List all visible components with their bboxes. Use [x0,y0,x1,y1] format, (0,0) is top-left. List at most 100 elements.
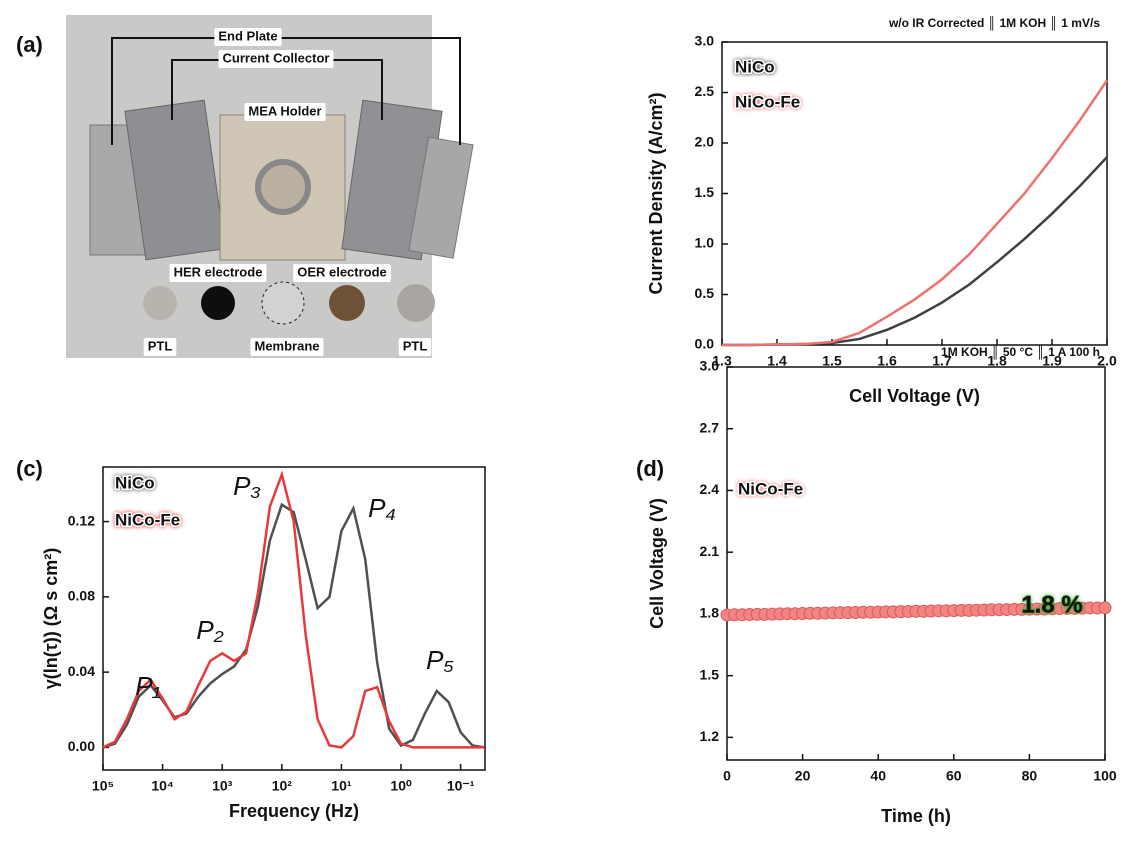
x-tick-label: 1.3 [712,353,732,369]
x-tick-label: 100 [1093,768,1117,784]
charts: 1.3 1.4 1.5 1.6 1.7 1.8 1.9 2.0 0.0 0.5 1.0 1.5 2.0 2… [16,16,1117,826]
chart: 0 20 40 60 80 100 1.2 1.5 1.8 2.1 2.4 2.7 3.0 Time (h… [636,345,1117,826]
x-tick-label: 1.7 [932,353,952,369]
x-tick-label: 10⁴ [151,778,174,794]
photo-label-box [218,50,334,68]
mea-port [255,159,311,215]
chart: 10⁵ 10⁴ 10³ 10² 10¹ 10⁰ 10⁻¹ 0.00 0.04 0.08 0.12 Fr… [16,456,486,821]
x-tick-label: 2.0 [1097,353,1117,369]
photo-panel: End Plate Current Collector MEA Holder HER … [16,15,474,358]
photo-label-box [169,264,267,282]
x-tick-label: 1.8 [987,353,1007,369]
y-tick-label: 1.5 [700,666,720,682]
current-collector [124,99,226,261]
y-tick-label: 1.0 [695,235,715,251]
y-axis-label: Cell Voltage (V) [647,498,667,629]
x-axis-label: Frequency (Hz) [229,801,359,821]
photo-label: OER electrode [297,264,387,279]
ptl-disc [143,286,177,320]
photo-label: PTL [403,338,428,353]
x-tick-label: 1.9 [1042,353,1062,369]
x-tick-label: 10⁵ [92,778,114,794]
her-disc [201,286,235,320]
photo-label: Membrane [254,338,319,353]
end-plate [408,136,474,259]
y-tick-label: 0.5 [695,285,715,301]
y-tick-label: 1.2 [700,728,720,744]
annotation: P₂ [196,615,223,645]
y-axis-label: Current Density (A/cm²) [646,92,666,294]
x-tick-label: 10¹ [331,778,352,794]
bracket [111,37,461,145]
photo-label-box [244,103,326,121]
y-tick-label: 2.1 [700,543,720,559]
x-tick-label: 40 [870,768,886,784]
annotation: 1.8 % [1021,591,1082,618]
legend-entry: NiCo-Fe [115,510,180,529]
oer-disc [329,285,365,321]
y-tick-label: 3.0 [695,33,715,49]
y-tick-label: 3.0 [700,358,720,374]
y-tick-label: 0.08 [68,588,95,604]
panel-label: (d) [636,456,664,481]
photo-label-box [143,338,177,356]
x-tick-label: 20 [795,768,811,784]
series-line [102,470,485,749]
x-tick-label: 1.6 [877,353,897,369]
series-line [722,79,1109,347]
x-tick-label: 80 [1022,768,1038,784]
photo-label-box [250,338,324,356]
y-tick-label: 0.00 [68,738,95,754]
y-axis-label: γ(ln(τ)) (Ω s cm²) [41,548,61,689]
photo-label: PTL [148,338,173,353]
series-line [102,502,485,749]
x-tick-label: 10³ [212,778,233,794]
chart-title: w/o IR Corrected ║ 1M KOH ║ 1 mV/s [888,16,1100,31]
x-axis-label: Time (h) [881,806,951,826]
y-tick-label: 1.8 [700,605,720,621]
chart-title: 1M KOH ║ 50 °C ║ 1 A 100 h [941,345,1100,360]
plot-frame [102,466,486,771]
x-tick-label: 1.4 [767,353,787,369]
photo-label-box [293,264,391,282]
x-tick-label: 10⁰ [390,778,412,794]
y-tick-label: 1.5 [695,184,715,200]
x-axis-label: Cell Voltage (V) [849,386,980,406]
x-tick-label: 10² [272,778,293,794]
annotation: P₅ [426,645,454,675]
photo-label: Current Collector [223,50,330,65]
x-tick-label: 10⁻¹ [447,778,475,794]
photo-label-box [214,28,282,46]
plot-frame [726,366,1106,761]
annotation: P₃ [233,471,261,501]
photo-label: MEA Holder [248,103,321,118]
photo-label: End Plate [218,28,277,43]
photo-label: HER electrode [174,264,263,279]
legend-entry: NiCo-Fe [738,479,803,498]
annotation: P₁ [135,671,161,701]
series-line [722,156,1108,347]
y-tick-label: 2.4 [700,481,720,497]
annotation: P₄ [368,493,396,523]
y-tick-label: 2.5 [695,83,715,99]
legend-entry: NiCo [735,57,775,76]
ptl-disc [397,284,435,322]
x-tick-label: 60 [946,768,962,784]
data-point [1098,601,1112,615]
legend-entry: NiCo-Fe [735,92,800,111]
y-tick-label: 0.12 [68,512,95,528]
panel-label: (c) [16,456,43,481]
panel-label: (a) [16,32,43,57]
x-tick-label: 1.5 [822,353,842,369]
legend-entry: NiCo [115,473,155,492]
y-tick-label: 0.0 [695,336,715,352]
photo-label-box [398,338,432,356]
y-tick-label: 2.0 [695,134,715,150]
y-tick-label: 0.04 [68,663,95,679]
chart: 1.3 1.4 1.5 1.6 1.7 1.8 1.9 2.0 0.0 0.5 1.0 1.5 2.0 2… [646,16,1117,406]
membrane-disc [261,281,305,325]
y-tick-label: 2.7 [700,419,720,435]
photo-labels: End Plate Current Collector MEA Holder HER … [143,28,432,356]
x-tick-label: 0 [723,768,731,784]
